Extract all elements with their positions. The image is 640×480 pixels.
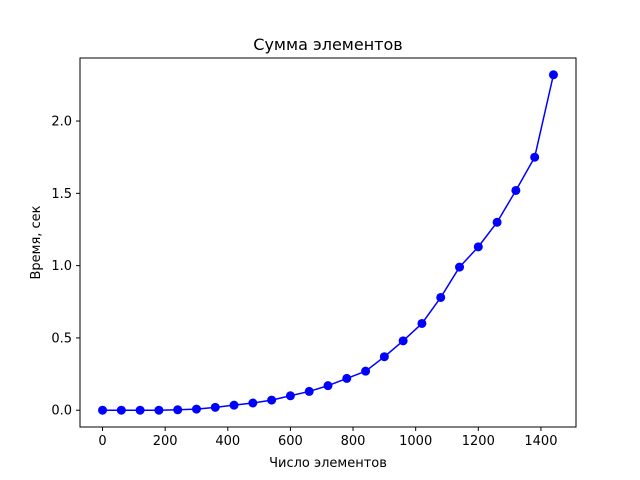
data-point [398, 336, 408, 346]
x-tick-label: 600 [278, 434, 303, 449]
data-point [455, 262, 465, 272]
x-tick-label: 0 [98, 434, 106, 449]
data-point [304, 386, 314, 396]
data-point [229, 400, 239, 410]
y-tick-label: 0.5 [51, 331, 72, 346]
x-tick-label: 1400 [524, 434, 557, 449]
data-point [116, 405, 126, 415]
plot-frame [79, 57, 577, 428]
data-point [417, 318, 427, 328]
data-point [248, 398, 258, 408]
data-point [98, 405, 108, 415]
data-point [436, 292, 446, 302]
data-point [191, 404, 201, 414]
data-point [379, 352, 389, 362]
y-tick-label: 1.5 [51, 187, 72, 202]
y-tick-label: 1.0 [51, 259, 72, 274]
x-tick-label: 200 [153, 434, 178, 449]
data-point [473, 242, 483, 252]
y-tick-label: 0.0 [51, 404, 72, 419]
x-tick-label: 1000 [399, 434, 432, 449]
data-point [530, 152, 540, 162]
x-tick-label: 400 [215, 434, 240, 449]
x-tick-label: 1200 [462, 434, 495, 449]
plot-area [98, 70, 558, 415]
data-point [492, 217, 502, 227]
data-point [154, 405, 164, 415]
y-axis-label: Время, сек [29, 205, 44, 279]
data-point [173, 405, 183, 415]
data-point [285, 391, 295, 401]
data-point [135, 405, 145, 415]
x-axis-label: Число элементов [269, 456, 387, 471]
data-point [342, 373, 352, 383]
data-point [210, 402, 220, 412]
data-point [511, 185, 521, 195]
y-axis: 0.0 0.5 1.0 1.5 2.0 [51, 115, 80, 419]
x-tick-label: 800 [341, 434, 366, 449]
data-point [267, 395, 277, 405]
data-point [323, 381, 333, 391]
chart-title: Сумма элементов [253, 35, 402, 54]
y-tick-label: 2.0 [51, 115, 72, 130]
data-point [548, 70, 558, 80]
x-axis: 0 200 400 600 800 1000 1200 1400 [98, 427, 557, 449]
data-point [361, 366, 371, 376]
